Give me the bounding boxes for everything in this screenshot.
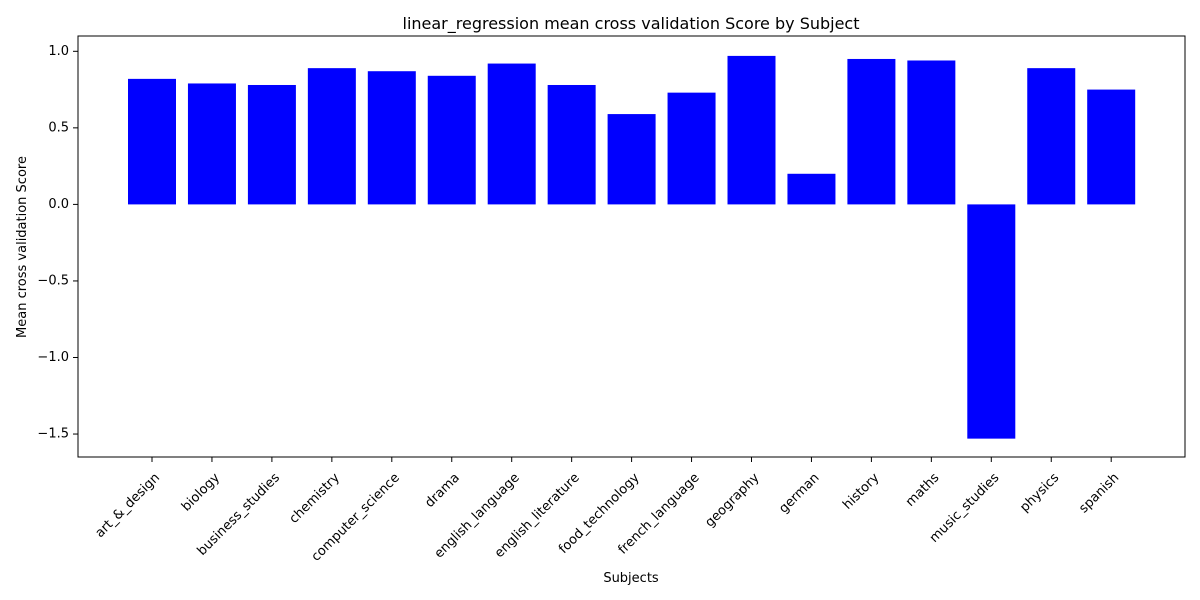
bar-art_&_design xyxy=(128,78,176,205)
bar-german xyxy=(787,173,836,205)
bar-geography xyxy=(727,55,776,205)
bar-physics xyxy=(1027,68,1076,205)
x-tick-label: physics xyxy=(1017,470,1062,515)
bar-business_studies xyxy=(247,84,296,205)
bar-computer_science xyxy=(367,71,416,205)
x-tick-label: spanish xyxy=(1076,470,1122,516)
x-tick-label: german xyxy=(776,470,822,516)
x-tick-label: geography xyxy=(702,470,762,530)
y-axis-label: Mean cross validation Score xyxy=(15,156,30,338)
bar-english_literature xyxy=(547,84,596,205)
y-tick-label: 0.0 xyxy=(48,197,69,212)
x-tick-label: history xyxy=(840,470,882,512)
bar-spanish xyxy=(1087,89,1136,205)
bar-drama xyxy=(427,75,476,205)
x-tick-label: drama xyxy=(422,470,462,510)
y-tick-label: 1.0 xyxy=(48,44,69,59)
x-tick-label: art_&_design xyxy=(93,470,163,540)
y-tick-label: 0.5 xyxy=(48,120,69,135)
x-tick-label: chemistry xyxy=(287,470,343,526)
bar-music_studies xyxy=(967,204,1016,439)
y-tick-label: −1.5 xyxy=(37,427,69,442)
plot-area-frame xyxy=(77,35,1186,458)
chart-title: linear_regression mean cross validation … xyxy=(403,14,860,34)
bar-maths xyxy=(907,60,956,205)
x-tick-label: biology xyxy=(179,470,223,514)
bar-food_technology xyxy=(607,114,656,205)
y-tick-label: −0.5 xyxy=(37,273,69,288)
y-axis-ticks: −1.5 −1.0 −0.5 0.0 0.5 1.0 xyxy=(37,44,78,442)
y-tick-label: −1.0 xyxy=(37,350,69,365)
bar-french_language xyxy=(667,92,716,205)
x-axis-label: Subjects xyxy=(603,571,659,586)
bar-english_language xyxy=(487,63,536,205)
bar-chemistry xyxy=(307,68,356,205)
bars-group xyxy=(128,55,1136,439)
bar-biology xyxy=(187,83,236,205)
bar-history xyxy=(847,58,896,205)
x-tick-label: maths xyxy=(903,470,943,510)
